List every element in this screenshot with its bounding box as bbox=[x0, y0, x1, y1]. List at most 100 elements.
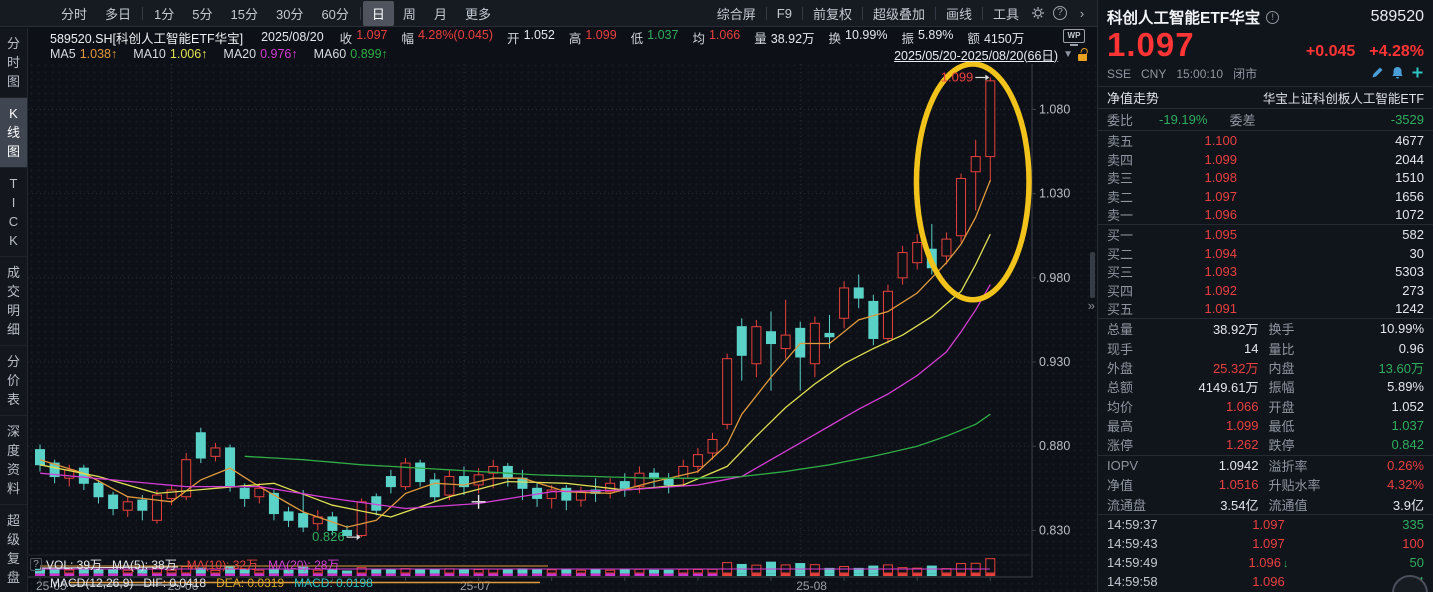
vol-legend-part: VOL: 39万 bbox=[46, 558, 103, 572]
add-icon[interactable] bbox=[1411, 66, 1424, 82]
field-量: 量 38.92万 bbox=[754, 31, 815, 46]
stat-row: 净值 1.0516 升贴水率 4.32% bbox=[1107, 477, 1424, 494]
ma-values: MA5 1.038↑ MA10 1.006↑ MA20 0.976↑ MA60 0.899↑ bbox=[50, 47, 404, 61]
field-换: 换 10.99% bbox=[828, 27, 888, 46]
toolbar-item-工具[interactable]: 工具 bbox=[992, 6, 1019, 22]
svg-text:0.880: 0.880 bbox=[1039, 439, 1070, 453]
quote-panel: 科创人工智能ETF华宝 ! 589520 1.097 +0.045 +4.28%… bbox=[1097, 0, 1433, 592]
svg-text:0.826: 0.826 bbox=[312, 529, 345, 544]
vol-legend-part: MA(5): 38万 bbox=[112, 558, 177, 572]
price-change-pct: +4.28% bbox=[1369, 43, 1424, 60]
kline-chart[interactable]: 1.080 1.030 0.980 0.930 0.880 0.830 25-05 25-06… bbox=[28, 61, 1097, 592]
sidebar-item-分时图[interactable]: 分时图 bbox=[0, 28, 27, 98]
svg-text:1.099: 1.099 bbox=[941, 69, 974, 84]
toolbar-item-F9[interactable]: F9 bbox=[776, 5, 792, 21]
alert-bell-icon[interactable] bbox=[1391, 66, 1404, 82]
ma-legend-MA20: MA20 0.976↑ bbox=[223, 47, 298, 61]
toolbar-separator bbox=[861, 6, 863, 20]
tab-多日[interactable]: 多日 bbox=[105, 6, 132, 22]
edit-icon[interactable] bbox=[1371, 66, 1384, 82]
chevron-more-icon[interactable]: › bbox=[1079, 5, 1085, 21]
gear-icon[interactable] bbox=[1027, 4, 1049, 22]
toolbar-item-前复权[interactable]: 前复权 bbox=[812, 6, 852, 22]
tab-更多[interactable]: 更多 bbox=[464, 6, 491, 22]
svg-text:0.930: 0.930 bbox=[1039, 355, 1070, 369]
tab-15分[interactable]: 15分 bbox=[230, 6, 258, 22]
bid-row[interactable]: 买三 1.093 5303 bbox=[1107, 264, 1424, 281]
ma-legend-MA10: MA10 1.006↑ bbox=[133, 47, 208, 61]
stat-row: 最高 1.099 最低 1.037 bbox=[1107, 418, 1424, 435]
ask-levels: 卖五 1.100 4677 卖四 1.099 2044 卖三 1.098 1510 卖二 1.097… bbox=[1107, 131, 1424, 224]
stat-row: 均价 1.066 开盘 1.052 bbox=[1107, 398, 1424, 415]
tab-1分[interactable]: 1分 bbox=[154, 6, 175, 22]
ma-legend-MA5: MA5 1.038↑ bbox=[50, 47, 118, 61]
scrollbar-thumb[interactable] bbox=[1090, 252, 1095, 298]
crosshair-marker bbox=[471, 494, 486, 509]
toolbar-item-超级叠加[interactable]: 超级叠加 bbox=[872, 6, 925, 22]
nav-trend-row[interactable]: 净值走势 华宝上证科创板人工智能ETF bbox=[1107, 91, 1424, 106]
toolbar-separator bbox=[801, 6, 803, 20]
vol-legend-part: MA(20): 28万 bbox=[268, 558, 340, 572]
help-icon[interactable]: ? bbox=[1049, 4, 1071, 22]
tab-周[interactable]: 周 bbox=[402, 6, 416, 22]
ask-row[interactable]: 卖三 1.098 1510 bbox=[1107, 170, 1424, 187]
date-range-group: 2025/05/20-2025/08/20(66日) ▼ bbox=[894, 45, 1089, 64]
stat-row: 外盘 25.32万 内盘 13.60万 bbox=[1107, 360, 1424, 376]
ask-row[interactable]: 卖二 1.097 1656 bbox=[1107, 188, 1424, 205]
stat-row: 涨停 1.262 跌停 0.842 bbox=[1107, 437, 1424, 454]
sidebar-item-分价表[interactable]: 分价表 bbox=[0, 346, 27, 416]
sidebar-item-成交明细[interactable]: 成交明细 bbox=[0, 257, 27, 346]
field-开: 开 1.052 bbox=[507, 27, 555, 46]
gutter-scrollbar bbox=[1090, 252, 1095, 298]
tab-日[interactable]: 日 bbox=[362, 0, 394, 26]
tab-60分[interactable]: 60分 bbox=[321, 6, 349, 22]
svg-text:1.030: 1.030 bbox=[1039, 187, 1070, 201]
bid-row[interactable]: 买二 1.094 30 bbox=[1107, 245, 1424, 262]
toolbar-separator bbox=[359, 6, 361, 20]
toolbar-item-画线[interactable]: 画线 bbox=[945, 6, 972, 22]
stat-row: 总量 38.92万 换手 10.99% bbox=[1107, 321, 1424, 338]
ask-row[interactable]: 卖四 1.099 2044 bbox=[1107, 151, 1424, 168]
svg-text:0.980: 0.980 bbox=[1039, 271, 1070, 285]
ask-row[interactable]: 卖一 1.096 1072 bbox=[1107, 207, 1424, 224]
tab-月[interactable]: 月 bbox=[433, 6, 447, 22]
quote-time: 15:00:10 bbox=[1176, 66, 1224, 81]
toolbar-right: 综合屏 F9 前复权 超级叠加 画线 工具 ? › bbox=[709, 2, 1097, 25]
ask-row[interactable]: 卖五 1.100 4677 bbox=[1107, 133, 1424, 149]
weibi-value: -19.19% bbox=[1159, 112, 1208, 127]
bid-row[interactable]: 买四 1.092 273 bbox=[1107, 282, 1424, 299]
bar-date-label: 2025/08/20 bbox=[261, 30, 324, 44]
symbol-label: 589520.SH[科创人工智能ETF华宝] bbox=[50, 31, 244, 46]
svg-text:1.080: 1.080 bbox=[1039, 102, 1070, 116]
ma-legend-MA60: MA60 0.899↑ bbox=[313, 47, 388, 61]
wp-monitor-icon[interactable]: WP bbox=[1063, 28, 1085, 46]
vol-legend-part: MA(10): 32万 bbox=[186, 558, 259, 572]
tick-row: 14:59:581.09614 bbox=[1107, 573, 1424, 589]
tab-分时[interactable]: 分时 bbox=[61, 6, 88, 22]
macd-legend-part: DIF: 0.0418 bbox=[143, 576, 207, 590]
sidebar-item-深度资料[interactable]: 深度资料 bbox=[0, 416, 27, 505]
panel-collapse-handle[interactable]: » bbox=[1087, 298, 1095, 313]
tab-30分[interactable]: 30分 bbox=[275, 6, 304, 22]
down-arrow-icon: ↓ bbox=[1283, 557, 1289, 570]
toolbar-separator bbox=[934, 6, 936, 20]
tab-5分[interactable]: 5分 bbox=[192, 6, 213, 22]
volume-help-icon[interactable]: ? bbox=[30, 558, 42, 571]
chevron-down-icon[interactable]: ▼ bbox=[1063, 48, 1073, 60]
bid-row[interactable]: 买一 1.095 582 bbox=[1107, 226, 1424, 243]
macd-legend-part: DEA: 0.0319 bbox=[216, 576, 285, 590]
svg-text:25-07: 25-07 bbox=[460, 579, 491, 592]
toolbar-item-综合屏[interactable]: 综合屏 bbox=[716, 6, 756, 22]
sidebar-item-超级复盘[interactable]: 超级复盘 bbox=[0, 505, 27, 592]
bid-row[interactable]: 买五 1.091 1242 bbox=[1107, 301, 1424, 318]
tick-row: 14:59:49 1.096 ↓ 50 bbox=[1107, 554, 1424, 570]
info-icon[interactable]: ! bbox=[1266, 10, 1280, 24]
date-range-selector[interactable]: 2025/05/20-2025/08/20(66日) bbox=[894, 48, 1059, 63]
ma-lines bbox=[39, 179, 991, 528]
tick-row: 14:59:37 1.097 335 bbox=[1107, 516, 1424, 532]
unlock-icon[interactable] bbox=[1078, 46, 1089, 61]
